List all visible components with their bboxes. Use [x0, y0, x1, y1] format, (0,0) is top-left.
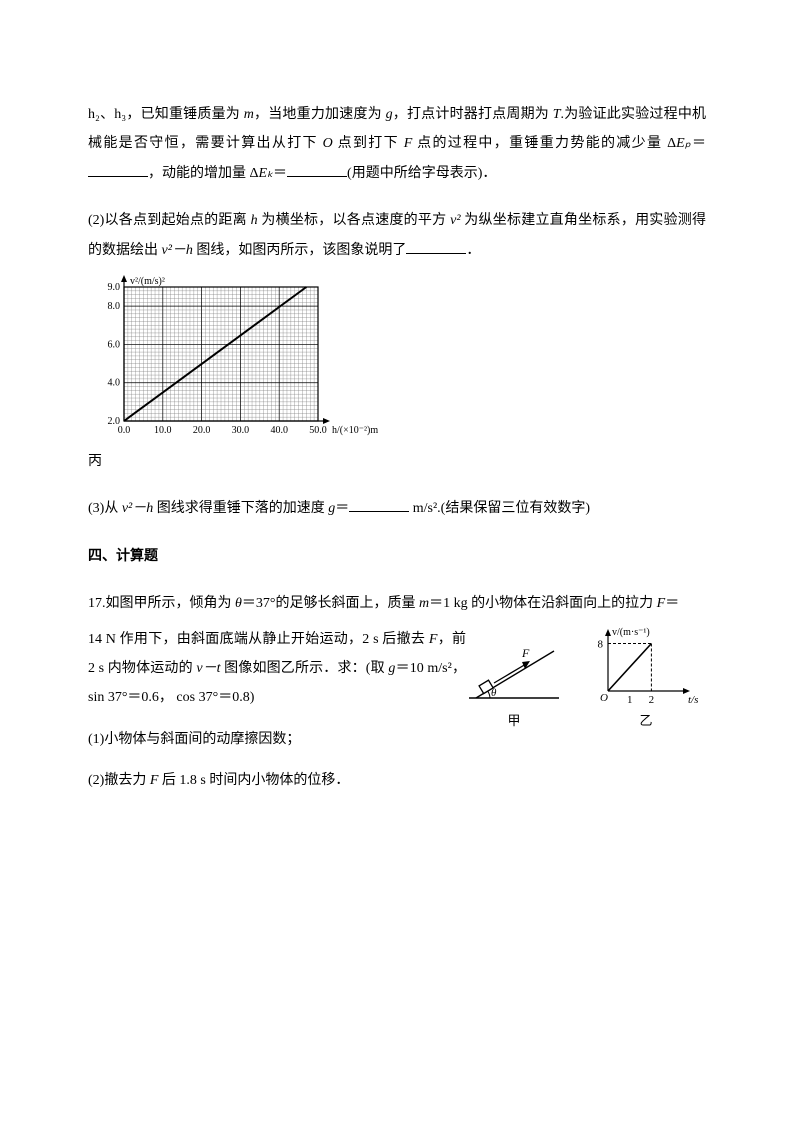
- blank-ep[interactable]: [88, 162, 148, 177]
- svg-text:4.0: 4.0: [108, 378, 121, 389]
- text: (用题中所给字母表示)．: [347, 166, 496, 181]
- svg-text:50.0: 50.0: [309, 425, 327, 436]
- page: h₂、h₃，已知重锤质量为 m，当地重力加速度为 g，打点计时器打点周期为 T.…: [0, 0, 794, 1123]
- fig-yi-caption: 乙: [586, 707, 706, 734]
- text: (2)以各点到起始点的距离: [88, 213, 251, 228]
- svg-text:2: 2: [649, 694, 655, 705]
- text: ，当地重力加速度为: [254, 107, 386, 122]
- text: ．: [466, 243, 480, 258]
- text: ＝: [691, 136, 706, 151]
- var-t: T: [553, 107, 561, 122]
- text: ，动能的增加量 Δ: [148, 166, 259, 181]
- text: 后 1.8 s 时间内小物体的位移．: [158, 773, 349, 788]
- svg-text:h/(×10⁻²)m: h/(×10⁻²)m: [332, 425, 378, 436]
- text: ＝37°的足够长斜面上，质量: [242, 596, 419, 611]
- v2-h-chart: 0.010.020.030.040.050.02.04.06.08.09.0v²…: [88, 271, 706, 443]
- para-1: h₂、h₃，已知重锤质量为 m，当地重力加速度为 g，打点计时器打点周期为 T.…: [88, 100, 706, 188]
- text: 图像如图乙所示．求：(取: [221, 661, 389, 676]
- svg-text:20.0: 20.0: [193, 425, 211, 436]
- fig-jia: Fθ 甲: [464, 643, 564, 734]
- svg-text:30.0: 30.0: [232, 425, 250, 436]
- var-m: m: [419, 596, 429, 611]
- text: ，打点计时器打点周期为: [393, 107, 553, 122]
- svg-text:v/(m·s⁻¹): v/(m·s⁻¹): [612, 627, 650, 638]
- text: (1)小物体与斜面间的动摩擦因数；: [88, 732, 300, 747]
- text: 点的过程中，重锤重力势能的减少量 Δ: [412, 136, 676, 151]
- section-4-title: 四、计算题: [88, 542, 706, 571]
- svg-text:8: 8: [598, 639, 604, 651]
- blank-ek[interactable]: [287, 162, 347, 177]
- svg-text:θ: θ: [491, 687, 497, 699]
- text: ＝: [665, 596, 679, 611]
- text: (2)撤去力: [88, 773, 150, 788]
- svg-text:2.0: 2.0: [108, 416, 121, 427]
- svg-text:O: O: [600, 692, 608, 704]
- text: (3)从: [88, 501, 122, 516]
- fig-jia-caption: 甲: [464, 707, 564, 734]
- blank-g[interactable]: [349, 497, 409, 512]
- para-3: (3)从 v²－h 图线求得重锤下落的加速度 g＝ m/s².(结果保留三位有效…: [88, 494, 706, 523]
- svg-text:6.0: 6.0: [108, 339, 121, 350]
- q17-line1: 17.如图甲所示，倾角为 θ＝37°的足够长斜面上，质量 m＝1 kg 的小物体…: [88, 589, 706, 618]
- pt-o: O: [323, 136, 333, 151]
- fig-yi: v/(m·s⁻¹) t/s O 1 2 8 乙: [586, 625, 706, 734]
- var-h: h: [251, 213, 258, 228]
- svg-text:10.0: 10.0: [154, 425, 172, 436]
- svg-text:v²/(m/s)²: v²/(m/s)²: [130, 276, 165, 287]
- text: m/s².(结果保留三位有效数字): [409, 501, 590, 516]
- q17: 17.如图甲所示，倾角为 θ＝37°的足够长斜面上，质量 m＝1 kg 的小物体…: [88, 589, 706, 795]
- var-theta: θ: [235, 596, 242, 611]
- var-v2: v²: [450, 213, 460, 228]
- fig-jia-svg: Fθ: [464, 643, 564, 705]
- text: ＝1 kg 的小物体在沿斜面向上的拉力: [429, 596, 657, 611]
- q17-sub2: (2)撤去力 F 后 1.8 s 时间内小物体的位移．: [88, 766, 706, 795]
- svg-text:8.0: 8.0: [108, 301, 121, 312]
- blank-explain[interactable]: [406, 239, 466, 254]
- text: 图线，如图丙所示，该图象说明了: [193, 243, 407, 258]
- svg-text:F: F: [521, 646, 530, 660]
- var-m: m: [244, 107, 254, 122]
- var-v2h: v²－h: [162, 243, 193, 258]
- var-vt: v－t: [196, 661, 220, 676]
- para-2: (2)以各点到起始点的距离 h 为横坐标，以各点速度的平方 v² 为纵坐标建立直…: [88, 206, 706, 265]
- var-f: F: [657, 596, 666, 611]
- fig-yi-svg: v/(m·s⁻¹) t/s O 1 2 8: [586, 625, 706, 705]
- text: 点到打下: [333, 136, 404, 151]
- svg-text:40.0: 40.0: [270, 425, 288, 436]
- q17-figures: Fθ 甲 v/(m·s⁻¹) t/s O 1 2 8 乙: [464, 625, 706, 734]
- var-g: g: [386, 107, 393, 122]
- var-ek: Eₖ: [259, 166, 274, 181]
- svg-text:t/s: t/s: [688, 694, 698, 705]
- text: h₂、h₃，已知重锤质量为: [88, 107, 244, 122]
- chart-svg: 0.010.020.030.040.050.02.04.06.08.09.0v²…: [88, 271, 388, 443]
- text: 为横坐标，以各点速度的平方: [258, 213, 451, 228]
- text: 14 N 作用下，由斜面底端从静止开始运动，2 s 后撤去: [88, 632, 429, 647]
- text: 图线求得重锤下落的加速度: [153, 501, 328, 516]
- text: 17.如图甲所示，倾角为: [88, 596, 235, 611]
- text: ＝: [273, 166, 287, 181]
- var-ep: Eₚ: [676, 136, 691, 151]
- svg-text:9.0: 9.0: [108, 282, 121, 293]
- var-v2h: v²－h: [122, 501, 153, 516]
- caption-c: 丙: [88, 447, 706, 476]
- text: ＝: [335, 501, 349, 516]
- svg-text:1: 1: [627, 694, 633, 705]
